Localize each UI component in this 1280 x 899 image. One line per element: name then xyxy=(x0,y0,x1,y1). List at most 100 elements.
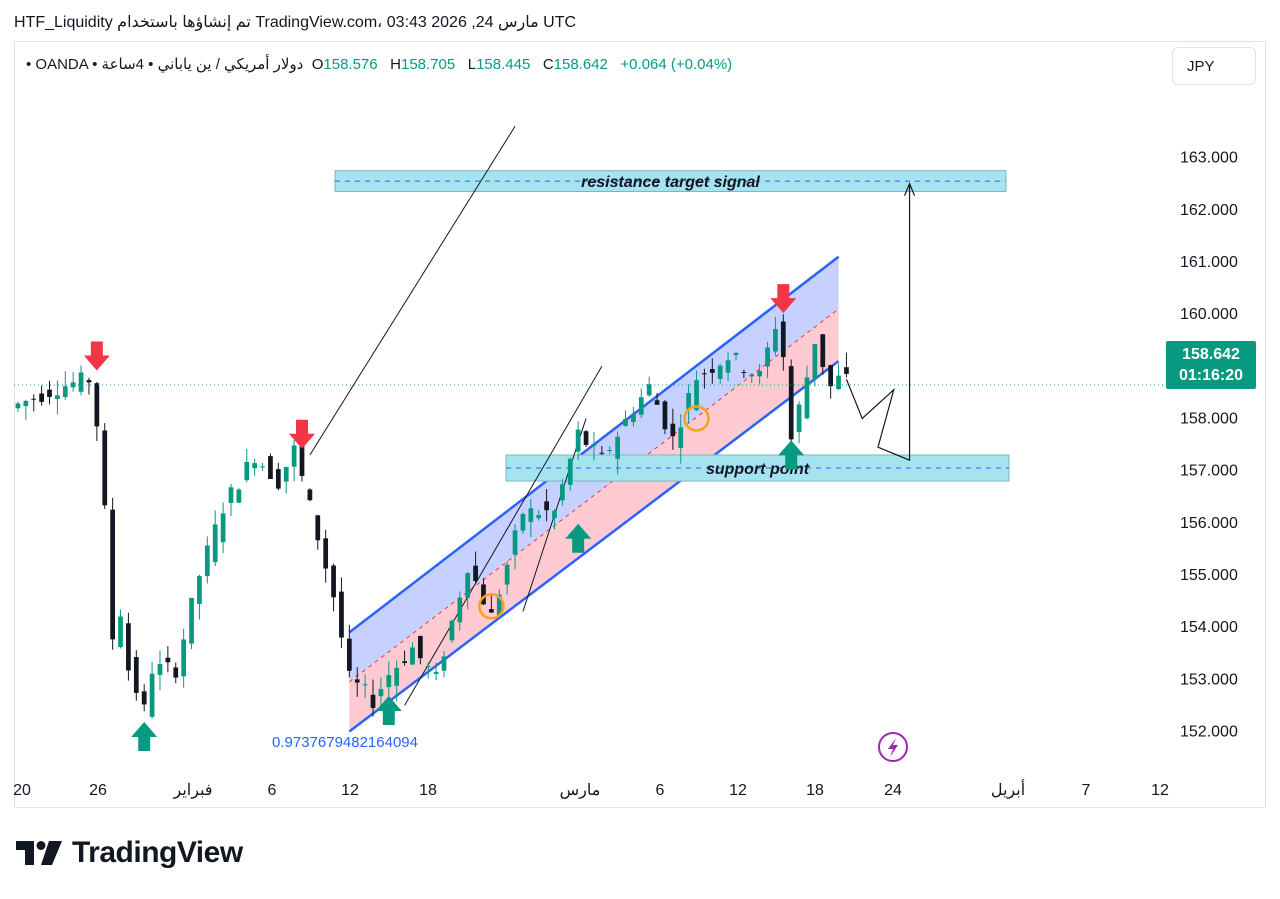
currency-selector[interactable]: JPY xyxy=(1172,47,1256,85)
sell-signal-arrow[interactable] xyxy=(83,341,110,371)
candle[interactable] xyxy=(354,679,360,683)
candle[interactable] xyxy=(244,461,250,481)
candle[interactable] xyxy=(331,565,336,598)
candle[interactable] xyxy=(110,509,115,640)
candle[interactable] xyxy=(552,510,557,519)
candle[interactable] xyxy=(197,576,202,605)
candle[interactable] xyxy=(260,466,265,468)
candle[interactable] xyxy=(702,373,707,375)
candle[interactable] xyxy=(299,444,305,476)
candle[interactable] xyxy=(62,386,68,398)
candle[interactable] xyxy=(544,501,549,511)
candle[interactable] xyxy=(796,404,802,433)
candle[interactable] xyxy=(70,382,76,388)
candle[interactable] xyxy=(567,458,573,485)
candle[interactable] xyxy=(631,414,636,423)
candle[interactable] xyxy=(157,664,163,675)
candle[interactable] xyxy=(520,513,526,531)
candle[interactable] xyxy=(504,564,510,585)
candle[interactable] xyxy=(528,508,534,522)
candle[interactable] xyxy=(512,530,518,555)
candle[interactable] xyxy=(757,370,763,377)
candle[interactable] xyxy=(560,484,565,501)
candle[interactable] xyxy=(228,487,234,503)
candle[interactable] xyxy=(836,375,841,390)
candle[interactable] xyxy=(23,400,29,407)
candle[interactable] xyxy=(662,401,668,430)
chart-panel[interactable] xyxy=(14,41,1266,808)
candle[interactable] xyxy=(678,427,684,449)
candle[interactable] xyxy=(599,452,605,454)
candle[interactable] xyxy=(149,673,155,717)
candle[interactable] xyxy=(78,372,84,392)
candle[interactable] xyxy=(126,623,131,671)
candle[interactable] xyxy=(607,449,613,451)
candle[interactable] xyxy=(410,647,415,665)
candle[interactable] xyxy=(670,423,676,437)
candle[interactable] xyxy=(473,565,478,581)
candle[interactable] xyxy=(812,344,818,380)
candle[interactable] xyxy=(717,365,723,379)
trend-line[interactable] xyxy=(404,366,603,706)
candle[interactable] xyxy=(417,636,423,659)
candle[interactable] xyxy=(733,352,739,356)
candle[interactable] xyxy=(102,430,108,506)
candle[interactable] xyxy=(583,431,589,445)
highlight-circle[interactable] xyxy=(478,593,505,620)
symbol-description[interactable]: • OANDA • دولار أمريكي / ين ياباني • 4سا… xyxy=(26,56,304,73)
candle[interactable] xyxy=(591,443,597,446)
candle[interactable] xyxy=(47,389,52,397)
candle[interactable] xyxy=(94,383,100,427)
candle[interactable] xyxy=(725,360,731,373)
candle[interactable] xyxy=(496,594,502,616)
lightning-icon[interactable] xyxy=(878,732,908,762)
candle[interactable] xyxy=(828,365,834,387)
projection-path[interactable] xyxy=(845,183,911,462)
candle[interactable] xyxy=(181,639,187,677)
candle[interactable] xyxy=(449,620,455,641)
candle[interactable] xyxy=(283,466,289,482)
buy-signal-arrow[interactable] xyxy=(778,440,805,470)
candle[interactable] xyxy=(212,524,218,563)
buy-signal-arrow[interactable] xyxy=(375,695,402,725)
candle[interactable] xyxy=(307,489,313,501)
candle[interactable] xyxy=(536,515,542,519)
candle[interactable] xyxy=(844,367,849,374)
candle[interactable] xyxy=(441,656,447,671)
candle[interactable] xyxy=(31,398,37,400)
candle[interactable] xyxy=(820,334,826,367)
candle[interactable] xyxy=(457,597,463,623)
buy-signal-arrow[interactable] xyxy=(565,523,592,553)
candle[interactable] xyxy=(339,591,344,638)
candle[interactable] xyxy=(615,436,620,459)
candle[interactable] xyxy=(804,377,810,419)
candle[interactable] xyxy=(204,545,210,577)
candle[interactable] xyxy=(323,538,329,569)
candle[interactable] xyxy=(252,463,258,469)
candle[interactable] xyxy=(425,665,431,667)
candle[interactable] xyxy=(465,573,471,598)
candle[interactable] xyxy=(765,347,770,367)
candle[interactable] xyxy=(220,513,226,543)
candle[interactable] xyxy=(291,445,297,467)
candle[interactable] xyxy=(709,369,715,373)
candle[interactable] xyxy=(268,456,273,480)
candle[interactable] xyxy=(575,429,581,452)
candle[interactable] xyxy=(236,489,242,503)
candle[interactable] xyxy=(362,684,368,686)
sell-signal-arrow[interactable] xyxy=(289,419,315,449)
candle[interactable] xyxy=(275,469,281,489)
candle[interactable] xyxy=(780,321,786,358)
candle[interactable] xyxy=(638,397,644,415)
candle[interactable] xyxy=(623,418,628,426)
buy-signal-arrow[interactable] xyxy=(131,722,158,752)
candle[interactable] xyxy=(386,675,392,688)
candle[interactable] xyxy=(741,371,747,373)
candle[interactable] xyxy=(39,393,44,402)
candle[interactable] xyxy=(378,689,384,697)
candle[interactable] xyxy=(55,395,60,400)
candle[interactable] xyxy=(118,616,123,648)
candle[interactable] xyxy=(773,329,778,352)
candle[interactable] xyxy=(133,657,139,693)
candle[interactable] xyxy=(654,400,660,405)
